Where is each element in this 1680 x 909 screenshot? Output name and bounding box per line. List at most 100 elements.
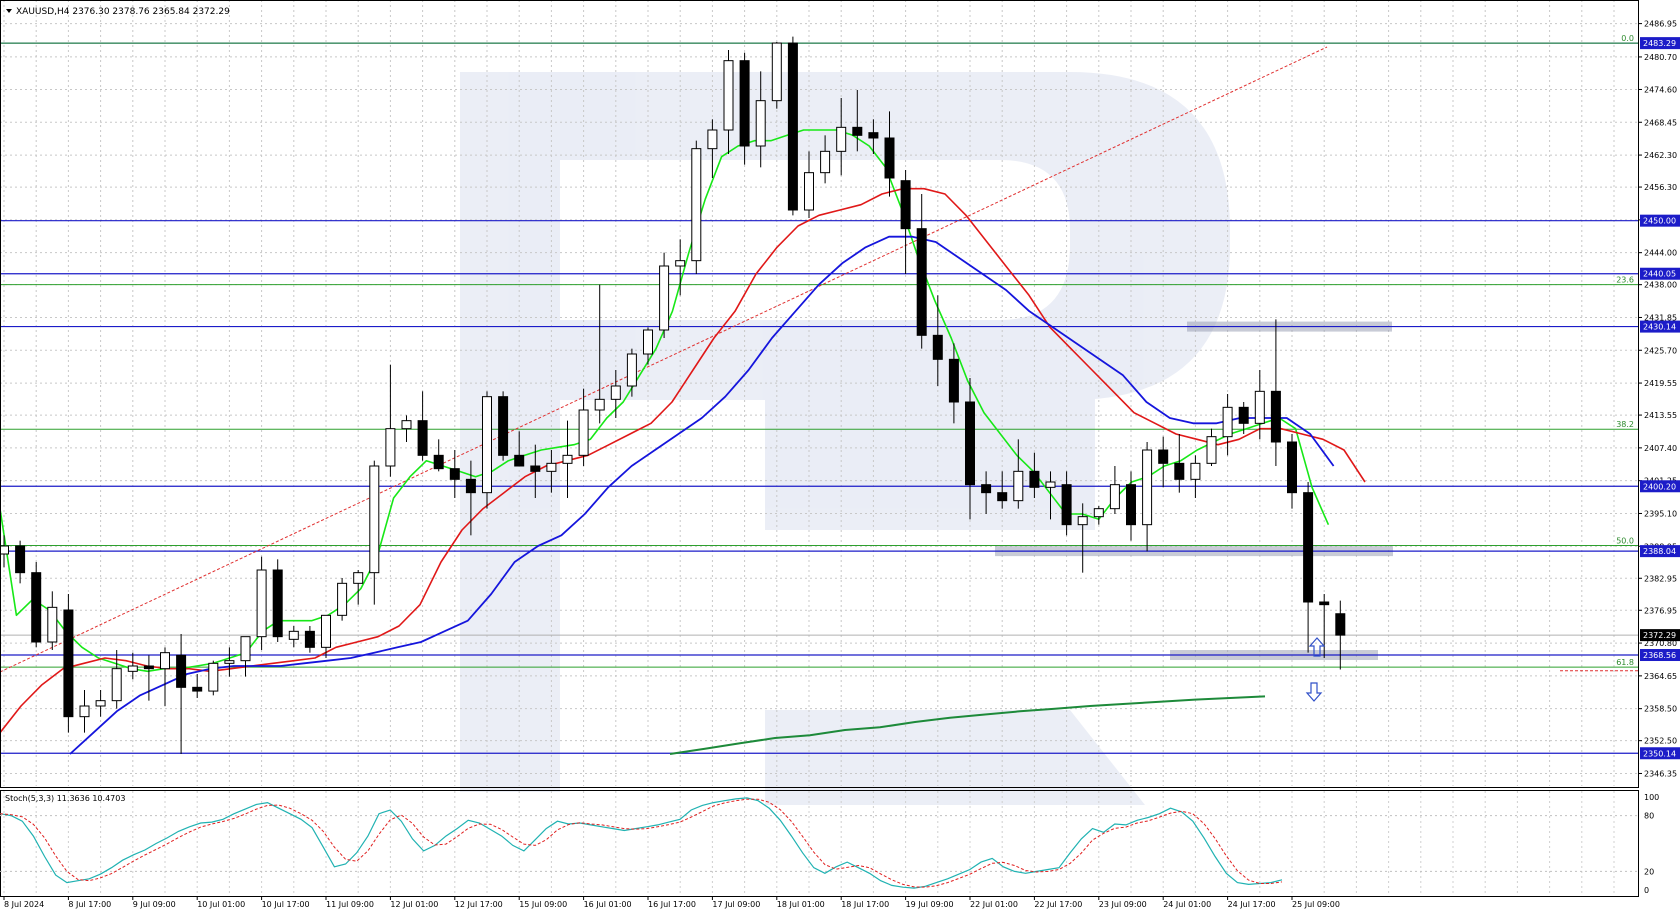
level-price-tag-label: 2430.14: [1643, 323, 1676, 332]
candle: [465, 460, 476, 536]
candle: [610, 370, 621, 418]
price-axis: 2486.95 2480.70 2474.60 2468.45 2462.30 2456.…: [1638, 20, 1677, 778]
candle: [401, 415, 412, 442]
time-tick-label: 12 Jul 01:00: [390, 900, 438, 909]
candle: [997, 471, 1008, 509]
arrow-up-icon: [1308, 637, 1326, 657]
price-tick-label: 2376.95: [1644, 606, 1677, 615]
level-price-tag: [1640, 320, 1680, 333]
candle: [1061, 471, 1072, 536]
time-tick-label: 23 Jul 09:00: [1099, 900, 1147, 909]
level-price-tag: [1640, 214, 1680, 227]
price-tick-label: 2364.65: [1644, 672, 1677, 681]
time-tick-label: 10 Jul 17:00: [262, 900, 310, 909]
level-price-tag-label: 2368.56: [1643, 651, 1676, 660]
candle: [1319, 594, 1330, 658]
time-tick-label: 9 Jul 09:00: [133, 900, 176, 909]
fib-label: 50.0: [1616, 536, 1634, 545]
price-tick-label: 2462.30: [1644, 151, 1677, 160]
candle: [1013, 439, 1024, 509]
candle: [337, 578, 348, 621]
candle: [63, 594, 74, 733]
candle: [562, 420, 573, 498]
candle: [160, 647, 170, 706]
level-price-tag-label: 2450.00: [1643, 217, 1676, 226]
time-tick-label: 8 Jul 17:00: [68, 900, 111, 909]
time-tick-label: 25 Jul 09:00: [1292, 900, 1340, 909]
price-tick-label: 2413.55: [1644, 411, 1677, 420]
stochastic-label: Stoch(5,3,3) 11.3636 10.4703: [5, 794, 125, 803]
collapse-icon[interactable]: [6, 9, 12, 13]
candle: [546, 450, 557, 493]
candle: [852, 90, 863, 152]
candle: [1174, 434, 1185, 493]
time-tick-label: 11 Jul 09:00: [326, 900, 374, 909]
price-tick-label: 2407.40: [1644, 444, 1677, 453]
watermark-logo: [460, 72, 1230, 805]
ma-slow-line: [69, 235, 1335, 755]
stochastic-frame: [0, 790, 1639, 897]
candle: [385, 364, 396, 477]
ma-200-line: [669, 695, 1266, 755]
current-price-tag: [1640, 629, 1680, 642]
candle: [127, 652, 138, 680]
candle: [224, 647, 235, 677]
candle: [868, 119, 879, 154]
time-tick-label: 17 Jul 09:00: [712, 900, 760, 909]
price-tick-label: 2346.35: [1644, 769, 1677, 778]
candle: [47, 591, 58, 650]
candle: [321, 614, 331, 658]
candle: [643, 327, 653, 365]
candle: [787, 36, 798, 216]
candle: [1270, 319, 1281, 466]
fib-label: 61.8: [1616, 658, 1634, 667]
candle: [1206, 428, 1217, 466]
price-tick-label: 2456.30: [1644, 183, 1677, 192]
candle: [900, 170, 911, 274]
candle: [353, 570, 364, 605]
candle: [482, 391, 492, 509]
fib-label: 0.0: [1621, 34, 1634, 43]
time-tick-label: 24 Jul 01:00: [1163, 900, 1211, 909]
price-tick-label: 2419.55: [1644, 379, 1677, 388]
candle: [836, 98, 847, 176]
price-tick-label: 2370.80: [1644, 639, 1677, 648]
price-tick-label: 2474.60: [1644, 85, 1677, 94]
candle: [1238, 402, 1249, 434]
candle: [1335, 600, 1346, 670]
time-axis: 8 Jul 2024 8 Jul 17:00 9 Jul 09:00 10 Jul 0…: [3, 896, 1340, 909]
current-price-tag-label: 2372.29: [1643, 631, 1676, 640]
price-tick-label: 2382.95: [1644, 574, 1677, 583]
candle: [1254, 370, 1265, 440]
candle: [79, 690, 90, 733]
level-price-tag: [1640, 37, 1680, 50]
candle: [932, 295, 943, 386]
candle: [1287, 434, 1297, 509]
time-tick-label: 18 Jul 01:00: [777, 900, 825, 909]
arrow-down-icon: [1305, 682, 1323, 702]
time-tick-label: 10 Jul 01:00: [197, 900, 245, 909]
trend-line[interactable]: [0, 46, 1328, 673]
level-price-tag: [1640, 747, 1680, 760]
level-price-tag-label: 2400.20: [1643, 482, 1676, 491]
time-tick-label: 22 Jul 01:00: [970, 900, 1018, 909]
time-tick-label: 16 Jul 17:00: [648, 900, 696, 909]
level-price-tag: [1640, 649, 1680, 662]
stoch-signal-line: [0, 798, 1283, 888]
candle: [675, 239, 686, 296]
candle: [578, 388, 589, 466]
candle: [965, 378, 975, 520]
candle: [31, 562, 42, 648]
candle: [1142, 442, 1153, 552]
price-tick-label: 2486.95: [1644, 20, 1677, 29]
candle: [723, 50, 734, 154]
candle: [240, 636, 251, 677]
price-tick-label: 2438.00: [1644, 281, 1677, 290]
candle: [1303, 482, 1314, 653]
price-tick-label: 2431.85: [1644, 313, 1677, 322]
price-tick-label: 2395.10: [1644, 509, 1677, 518]
level-price-tag: [1640, 267, 1680, 280]
candle: [948, 343, 959, 424]
candle: [691, 140, 702, 274]
